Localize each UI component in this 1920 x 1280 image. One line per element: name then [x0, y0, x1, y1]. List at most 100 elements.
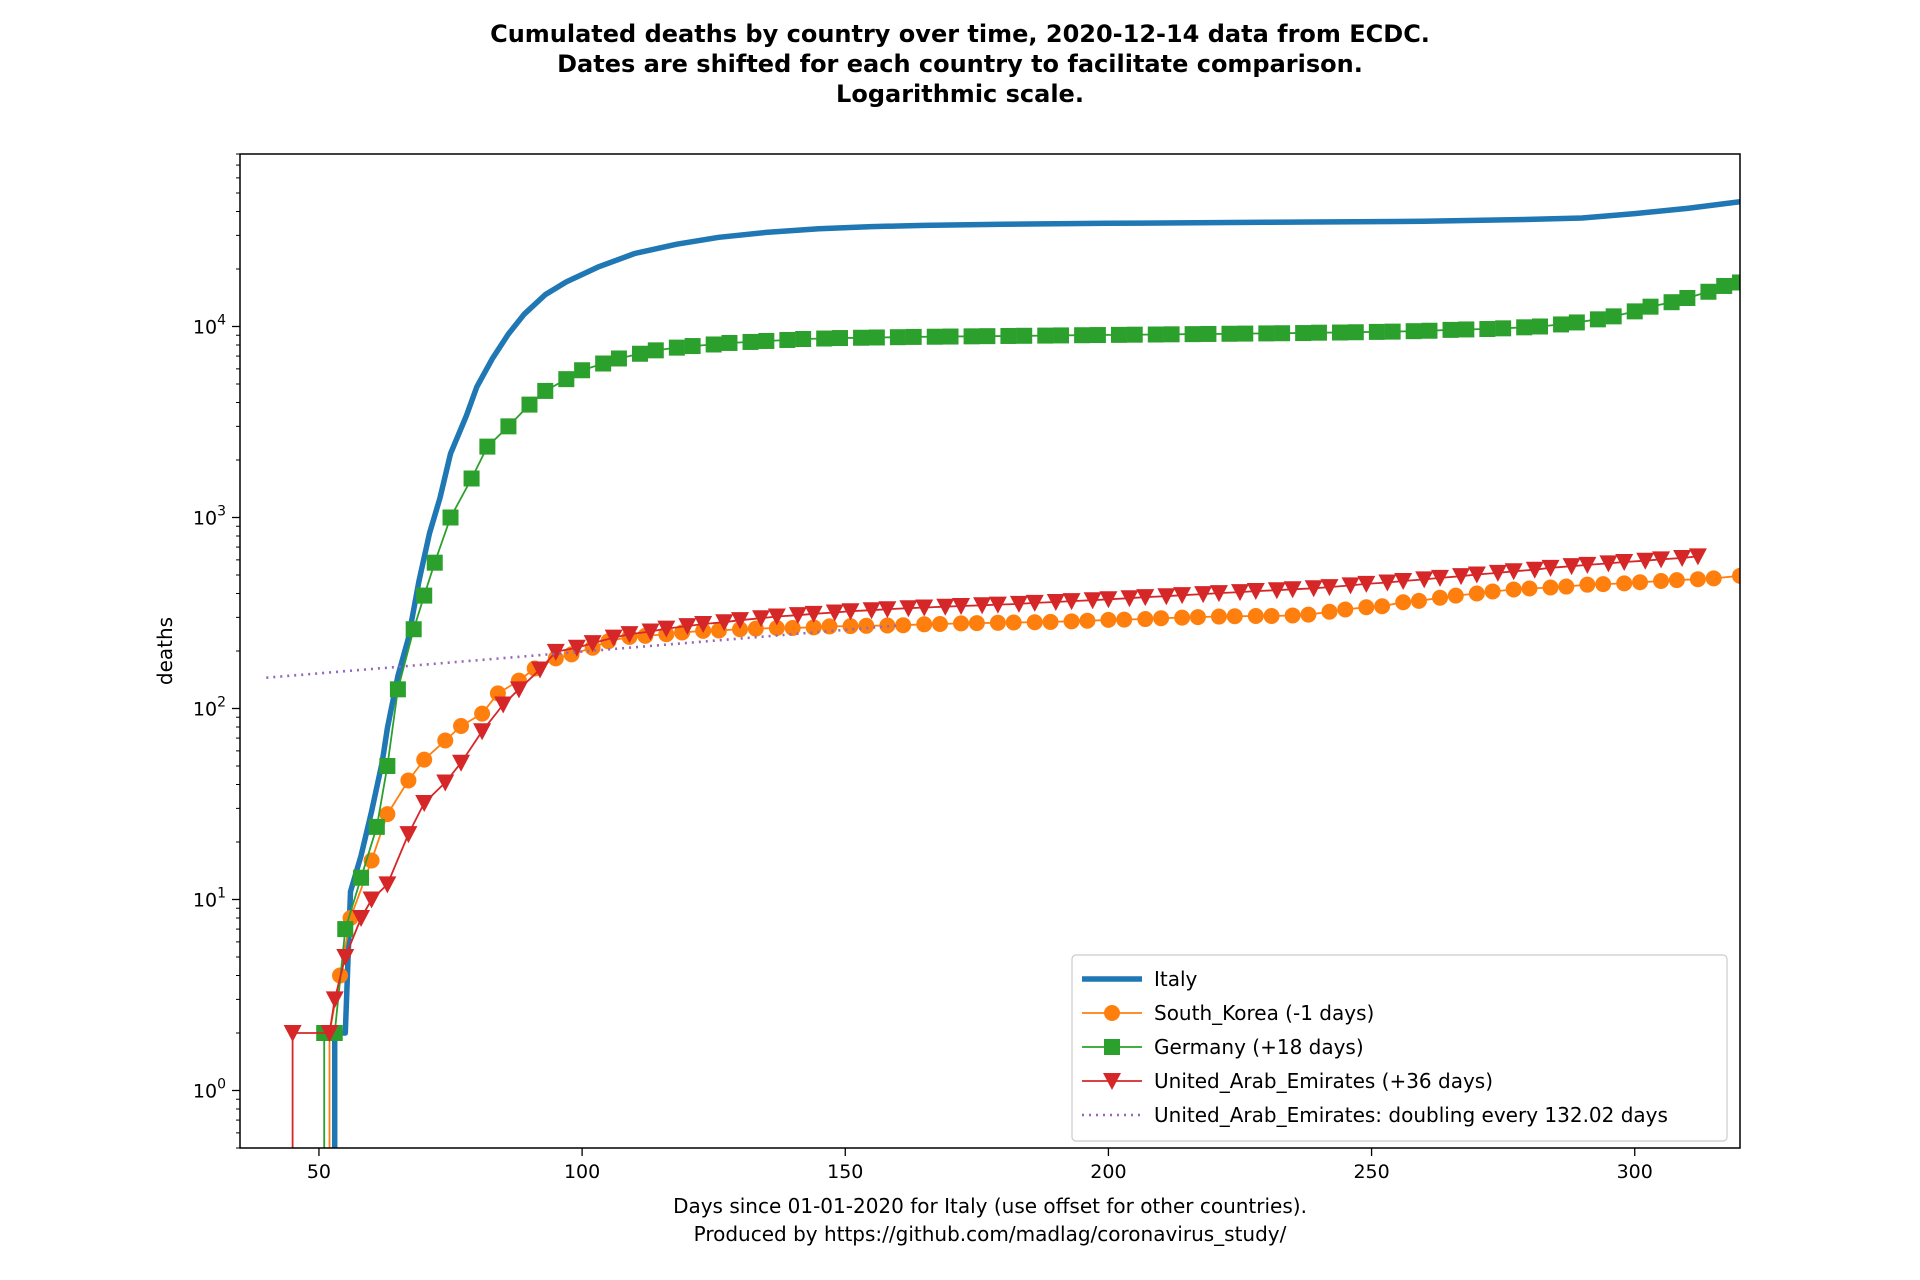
y-tick-mantissa: 10: [193, 1081, 217, 1103]
data-point: [283, 1025, 302, 1043]
x-tick-label: 200: [1090, 1161, 1126, 1183]
data-point: [1605, 308, 1622, 325]
data-point: [494, 696, 513, 714]
data-point: [405, 621, 422, 638]
x-tick-label: 250: [1353, 1161, 1389, 1183]
data-point: [1173, 587, 1192, 605]
data-point: [436, 774, 455, 792]
data-point: [1532, 318, 1548, 335]
data-point: [758, 332, 775, 349]
data-point: [1452, 568, 1471, 586]
data-point: [767, 608, 786, 626]
data-point: [1025, 594, 1044, 612]
data-point: [1415, 571, 1434, 589]
data-point: [1120, 590, 1139, 608]
data-point: [1589, 311, 1606, 328]
data-point: [1016, 327, 1033, 344]
data-point: [1384, 323, 1401, 340]
data-point: [595, 355, 612, 372]
data-point: [500, 418, 517, 435]
data-point: [1137, 611, 1154, 628]
data-point: [574, 362, 591, 379]
data-point: [694, 615, 713, 633]
data-point: [657, 620, 676, 638]
data-point: [1046, 594, 1065, 612]
data-point: [1283, 581, 1302, 599]
data-point: [1200, 325, 1217, 342]
series-line: [331, 198, 1740, 1148]
data-point: [1295, 325, 1312, 342]
data-point: [368, 818, 385, 835]
y-tick-mantissa: 10: [193, 507, 217, 529]
y-tick-exponent: 4: [217, 312, 226, 328]
x-tick-label: 50: [307, 1161, 331, 1183]
data-point: [1267, 582, 1286, 600]
data-point: [1442, 321, 1459, 338]
data-point: [858, 617, 875, 634]
data-point: [1210, 608, 1227, 625]
data-point: [853, 329, 870, 346]
series-2: [316, 274, 1740, 1148]
legend-box: [1071, 954, 1728, 1142]
data-point: [1009, 595, 1028, 613]
data-point: [862, 602, 881, 620]
data-point: [1394, 573, 1413, 591]
y-tick-mantissa: 10: [193, 890, 217, 912]
y-tick-label: 104: [193, 312, 226, 338]
data-point: [832, 330, 848, 347]
data-point: [1258, 325, 1275, 342]
data-point: [1553, 316, 1570, 333]
data-point: [1467, 566, 1486, 584]
data-point: [932, 615, 948, 632]
data-point: [804, 605, 823, 623]
data-point: [784, 619, 801, 636]
data-point: [463, 470, 480, 487]
data-point: [1688, 548, 1707, 566]
chart-title-line-2: Dates are shifted for each country to fa…: [557, 50, 1363, 78]
data-point: [1126, 326, 1143, 343]
data-point: [1568, 314, 1585, 331]
data-point: [1062, 593, 1081, 611]
data-point: [1615, 553, 1634, 571]
data-point: [825, 604, 844, 622]
data-point: [1042, 613, 1059, 630]
data-point: [1705, 570, 1722, 587]
data-point: [1163, 326, 1180, 343]
data-point: [916, 616, 933, 633]
data-point: [416, 587, 433, 604]
data-point: [1300, 606, 1317, 623]
series-line: [266, 624, 899, 679]
data-point: [442, 509, 459, 526]
data-point: [1616, 575, 1633, 592]
data-point: [1642, 298, 1659, 315]
data-point: [336, 948, 355, 966]
series-3: [283, 548, 1707, 1148]
data-point: [473, 723, 492, 741]
y-tick-exponent: 1: [217, 886, 226, 902]
data-point: [989, 614, 1006, 631]
data-point: [537, 382, 554, 399]
data-point: [452, 754, 471, 772]
series-4: [266, 624, 899, 679]
data-point: [352, 910, 371, 928]
chart-title-line-1: Cumulated deaths by country over time, 2…: [490, 20, 1430, 48]
x-tick-label: 100: [564, 1161, 600, 1183]
data-point: [546, 643, 565, 661]
data-point: [752, 610, 771, 628]
data-point: [1304, 580, 1323, 598]
y-axis-label: deaths: [153, 617, 177, 685]
data-point: [1521, 580, 1538, 597]
data-point: [1237, 325, 1254, 342]
x-tick-label: 300: [1617, 1161, 1653, 1183]
data-point: [1153, 610, 1170, 627]
legend-marker: [1104, 1005, 1120, 1021]
data-point: [952, 598, 971, 616]
data-point: [1541, 559, 1560, 577]
data-point: [1136, 589, 1155, 607]
data-point: [1626, 303, 1643, 320]
data-point: [400, 772, 417, 789]
data-point: [678, 618, 697, 636]
data-point: [742, 333, 759, 350]
data-point: [1037, 327, 1054, 344]
